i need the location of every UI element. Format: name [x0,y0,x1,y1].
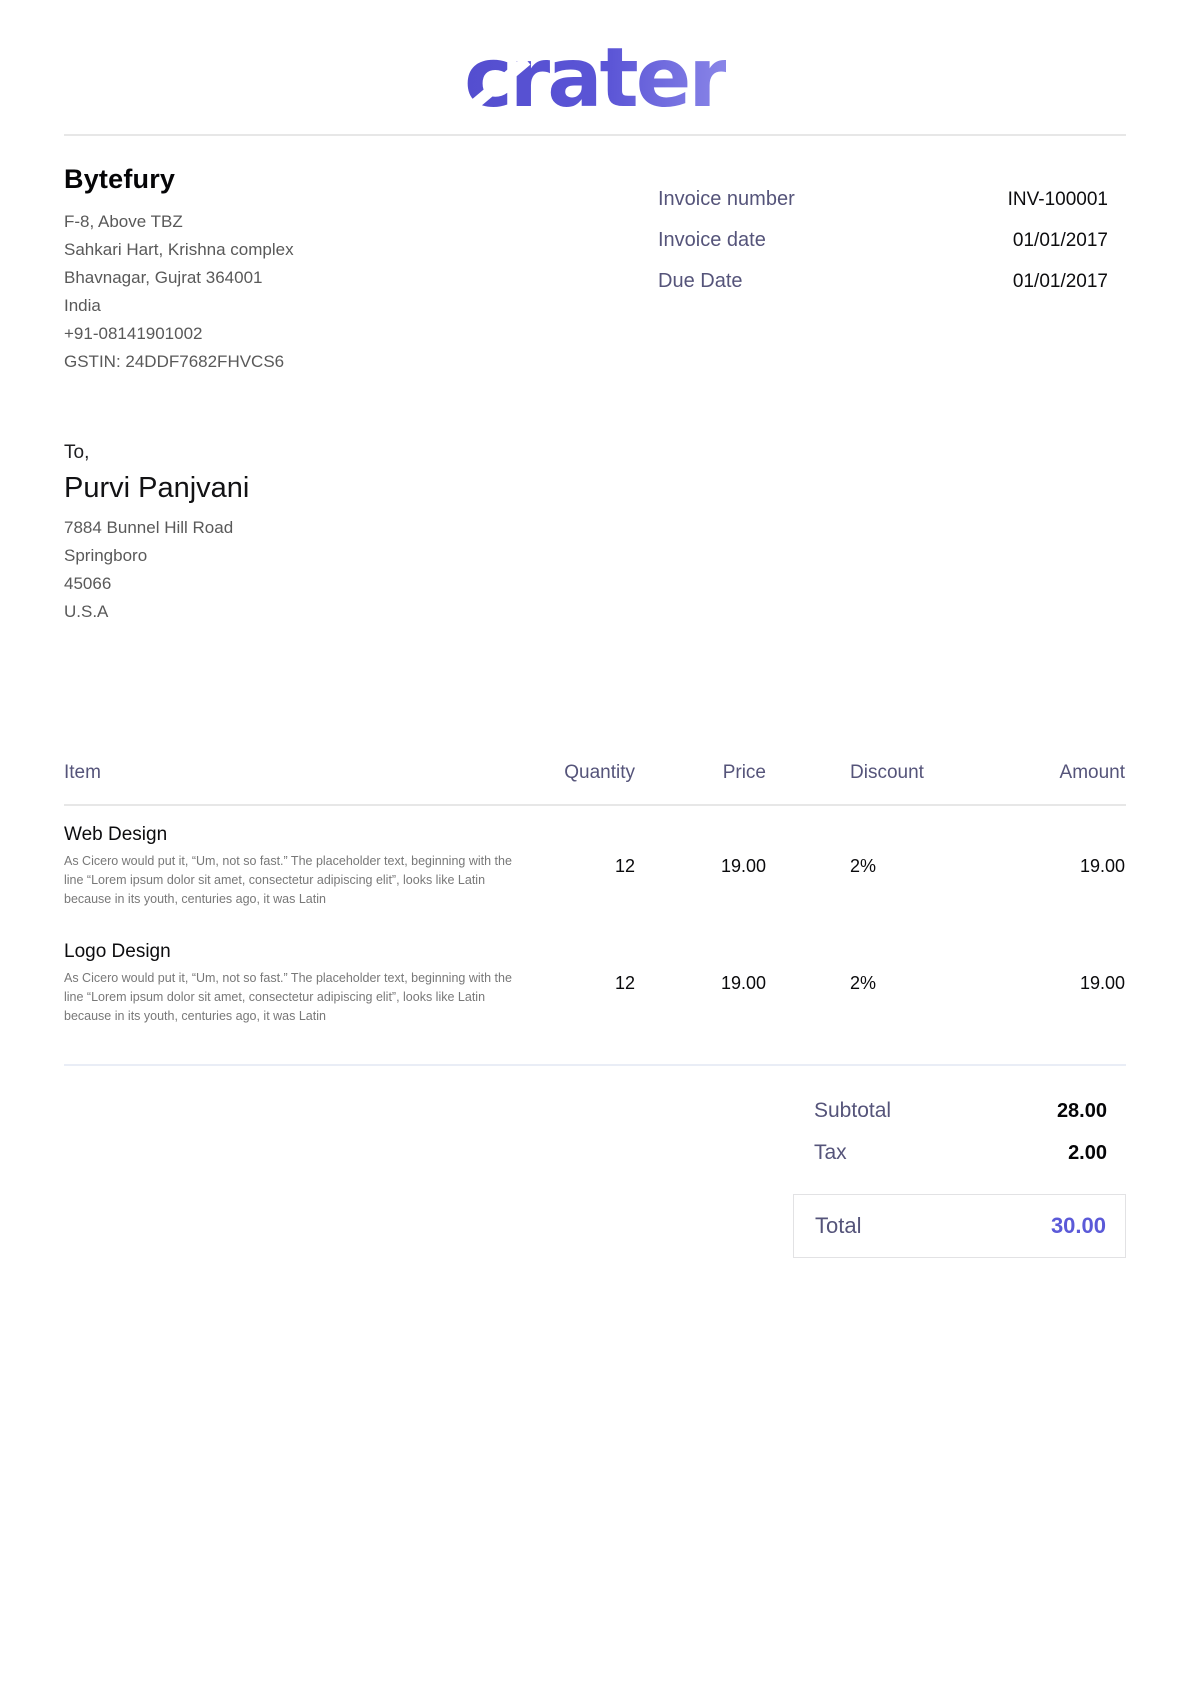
subtotal-label: Subtotal [814,1099,892,1122]
tax-value: 2.00 [1068,1141,1107,1164]
invoice-number-label: Invoice number [658,188,795,210]
item-discount: 2% [850,856,877,876]
invoice-date-label: Invoice date [658,229,766,251]
tax-label: Tax [814,1141,847,1164]
item-name: Web Design [64,824,168,845]
column-header-quantity: Quantity [564,762,635,783]
column-header-price: Price [722,762,766,783]
company-phone: +91-08141901002 [64,324,203,343]
due-date-value: 01/01/2017 [1012,270,1108,292]
item-price: 19.00 [720,856,766,876]
item-name: Logo Design [64,941,171,962]
due-date-row: Due Date 01/01/2017 [658,261,1108,302]
company-address-line: Bhavnagar, Gujrat 364001 [64,268,263,287]
total-value: 30.00 [1050,1213,1106,1238]
item-amount: 19.00 [1079,856,1125,876]
crater-logo: crater [464,31,729,126]
item-quantity: 12 [614,973,635,993]
customer-address: 7884 Bunnel Hill Road Springboro 45066 U… [64,514,1126,626]
tax-row: Tax 2.00 [793,1132,1126,1174]
bill-to-prefix: To, [64,442,90,463]
company-address-line: Sahkari Hart, Krishna complex [64,240,294,259]
invoice-number-row: Invoice number INV-100001 [658,179,1108,220]
header-divider [64,134,1126,136]
customer-address-line: Springboro [64,546,148,565]
item-price: 19.00 [720,973,766,993]
subtotal-value: 28.00 [1056,1099,1107,1122]
item-quantity: 12 [614,856,635,876]
invoice-date-value: 01/01/2017 [1012,229,1108,251]
due-date-label: Due Date [658,270,743,292]
subtotal-row: Subtotal 28.00 [793,1090,1126,1132]
column-header-amount: Amount [1059,762,1125,783]
invoice-date-row: Invoice date 01/01/2017 [658,220,1108,261]
company-address: F-8, Above TBZ Sahkari Hart, Krishna com… [64,208,294,376]
invoice-number-value: INV-100001 [1007,188,1108,210]
totals-block: Subtotal 28.00 Tax 2.00 Total 30.00 [793,1090,1126,1258]
invoice-meta: Invoice number INV-100001 Invoice date 0… [658,179,1126,376]
customer-address-line: 45066 [64,574,112,593]
company-address-line: F-8, Above TBZ [64,212,183,231]
customer-address-line: 7884 Bunnel Hill Road [64,518,234,537]
column-header-discount: Discount [850,762,924,783]
table-header-divider [64,804,1126,806]
table-row: Logo Design As Cicero would put it, “Um,… [64,923,1126,1040]
item-discount: 2% [850,973,877,993]
item-cell: Web Design As Cicero would put it, “Um, … [64,824,512,909]
company-gstin: GSTIN: 24DDF7682FHVCS6 [64,352,285,371]
items-table: Item Quantity Price Discount Amount Web … [64,762,1126,1066]
item-description: As Cicero would put it, “Um, not so fast… [64,971,512,1023]
column-header-item: Item [64,762,101,783]
item-description: As Cicero would put it, “Um, not so fast… [64,854,512,906]
customer-name: Purvi Panjvani [64,472,250,504]
customer-address-line: U.S.A [64,602,109,621]
item-amount: 19.00 [1079,973,1125,993]
item-cell: Logo Design As Cicero would put it, “Um,… [64,941,512,1026]
table-end-divider [64,1064,1126,1066]
company-address-line: India [64,296,101,315]
total-box: Total 30.00 [793,1194,1126,1258]
bill-to-block: To, Purvi Panjvani 7884 Bunnel Hill Road… [64,442,1126,626]
invoice-header: Bytefury F-8, Above TBZ Sahkari Hart, Kr… [64,164,1126,376]
table-row: Web Design As Cicero would put it, “Um, … [64,806,1126,923]
total-label: Total [815,1213,862,1238]
logo-container: crater [64,0,1126,134]
items-table-header: Item Quantity Price Discount Amount [64,762,1126,804]
company-name: Bytefury [64,164,176,194]
company-block: Bytefury F-8, Above TBZ Sahkari Hart, Kr… [64,164,294,376]
